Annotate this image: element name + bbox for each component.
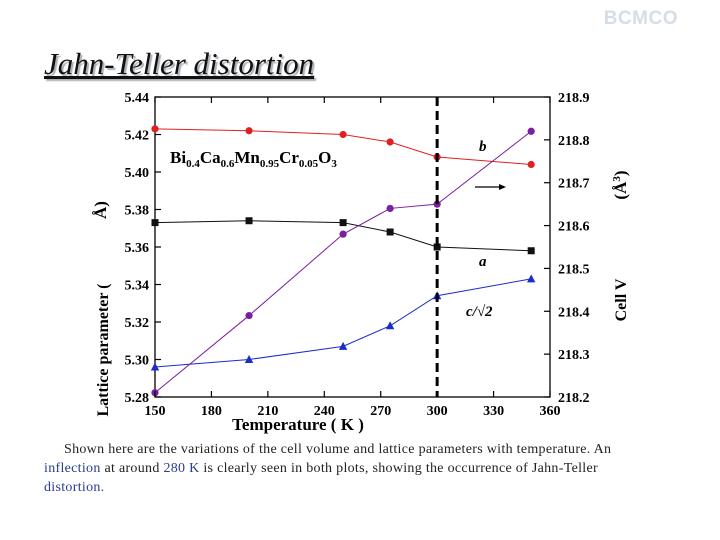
- data-point: [433, 243, 441, 251]
- y-right-tick-label: 218.2: [558, 391, 590, 406]
- compound-element: Bi: [170, 148, 186, 167]
- data-point: [386, 228, 394, 236]
- data-point: [151, 219, 159, 227]
- series-label-b: b: [479, 139, 487, 155]
- data-point: [150, 362, 160, 371]
- caption-part: is clearly seen in both plots, showing t…: [199, 461, 598, 476]
- data-point: [527, 247, 535, 255]
- arrow-to-volume-axis: [475, 184, 506, 190]
- data-point: [339, 230, 347, 238]
- series-1: [151, 217, 535, 255]
- compound-subscript: 3: [331, 158, 337, 170]
- data-point: [433, 200, 441, 208]
- x-tick-label: 360: [540, 404, 561, 419]
- y-left-tick-label: 5.28: [125, 391, 150, 406]
- y-left-tick-label: 5.40: [125, 166, 150, 181]
- data-point: [339, 219, 347, 227]
- y-right-tick-label: 218.6: [558, 220, 590, 235]
- x-tick-label: 270: [370, 404, 391, 419]
- caption-part: Shown here are the variations of the cel…: [64, 442, 612, 457]
- y-right-tick-label: 218.8: [558, 134, 590, 149]
- y-right-label: (Å3) Cell V: [611, 170, 630, 321]
- y-right-tick-label: 218.9: [558, 91, 590, 106]
- y-right-tick-label: 218.7: [558, 177, 590, 192]
- x-tick-label: 330: [483, 404, 504, 419]
- y-left-tick-label: 5.30: [125, 354, 150, 369]
- x-tick-label: 150: [145, 404, 166, 419]
- x-tick-label: 300: [427, 404, 448, 419]
- data-point: [245, 311, 253, 320]
- svg-text:Lattice parameter (: Lattice parameter (: [95, 284, 112, 417]
- y-left-tick-label: 5.32: [125, 316, 150, 331]
- compound-element: Cr: [279, 148, 299, 167]
- x-tick-label: 210: [257, 404, 278, 419]
- y-right-tick-label: 218.4: [558, 305, 590, 320]
- y-right-tick-label: 218.5: [558, 262, 590, 277]
- compound-subscript: 0.4: [186, 158, 200, 170]
- y-left-tick-label: 5.38: [125, 204, 150, 219]
- compound-subscript: 0.05: [299, 158, 319, 170]
- series-2: [150, 274, 536, 371]
- compound-subscript: 0.6: [221, 158, 235, 170]
- data-point: [338, 341, 348, 350]
- data-point: [339, 130, 347, 139]
- series-label-c: c/√2: [466, 304, 493, 320]
- y-right-tick-label: 218.3: [558, 348, 590, 363]
- compound-formula: Bi0.4Ca0.6Mn0.95Cr0.05O3: [170, 148, 337, 170]
- data-point: [527, 160, 535, 169]
- caption-highlight: inflection: [44, 461, 101, 476]
- compound-subscript: 0.95: [260, 158, 280, 170]
- compound-element: Mn: [234, 148, 260, 167]
- series-label-a: a: [479, 254, 487, 270]
- data-point: [386, 204, 394, 213]
- caption-highlight: distortion.: [44, 480, 105, 495]
- data-point: [386, 138, 394, 146]
- series-line: [154, 128, 532, 165]
- series-3: [151, 127, 535, 397]
- data-point: [526, 274, 536, 283]
- series-line: [154, 220, 532, 252]
- caption-highlight: 280 K: [163, 461, 200, 476]
- series-line: [154, 278, 532, 368]
- caption-text: Shown here are the variations of the cel…: [44, 440, 660, 497]
- y-left-label: Å) Lattice parameter (: [91, 201, 112, 416]
- svg-text:Cell V: Cell V: [613, 278, 630, 321]
- caption-part: at around: [100, 461, 164, 476]
- x-tick-label: 240: [314, 404, 335, 419]
- data-point: [244, 355, 254, 363]
- svg-text:(Å3): (Å3): [611, 170, 630, 199]
- y-left-tick-label: 5.44: [125, 91, 150, 106]
- compound-element: O: [318, 148, 331, 167]
- data-point: [245, 127, 253, 135]
- x-tick-label: 180: [201, 404, 222, 419]
- y-left-tick-label: 5.36: [125, 241, 150, 256]
- data-point: [385, 321, 395, 330]
- data-point: [245, 217, 253, 225]
- data-point: [527, 127, 535, 135]
- plot-frame: [154, 96, 551, 398]
- svg-text:Å): Å): [91, 201, 110, 219]
- compound-element: Ca: [200, 148, 221, 167]
- y-left-tick-label: 5.34: [125, 279, 150, 294]
- watermark-logo: BCMCO: [603, 8, 678, 29]
- y-left-tick-label: 5.42: [125, 129, 150, 144]
- page-title: Jahn-Teller distortion: [44, 46, 315, 81]
- series-line: [154, 130, 532, 394]
- data-point: [151, 125, 159, 133]
- chart: 150 180 210 240 270 300 330 360 5.28 5.30 5.32 5.34…: [91, 91, 630, 434]
- x-axis-label: Temperature ( K ): [232, 415, 364, 434]
